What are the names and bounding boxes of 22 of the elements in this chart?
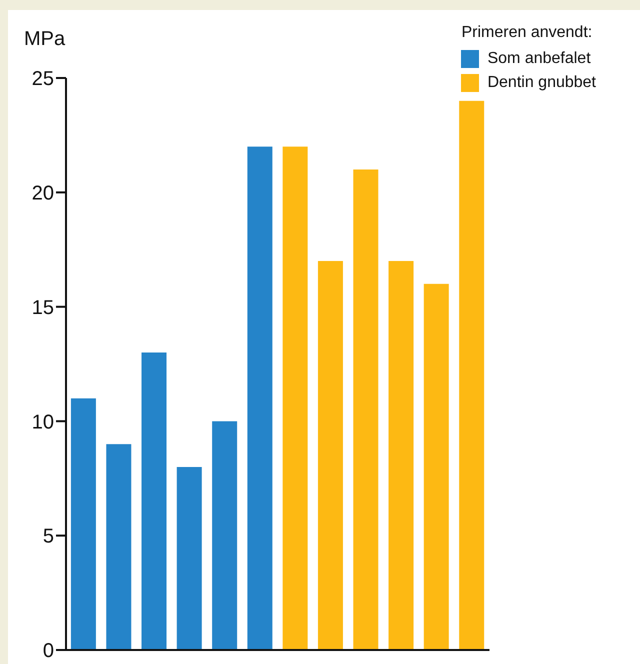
bar: [388, 261, 414, 650]
y-tick-label: 25: [32, 68, 54, 90]
y-tick-label: 0: [42, 640, 54, 662]
bar: [459, 100, 484, 650]
y-tick-label: 20: [32, 182, 54, 204]
bar: [176, 466, 202, 650]
legend-label: Som anbefalet: [487, 50, 591, 68]
bar: [353, 170, 378, 650]
legend-title: Primeren anvendt:: [461, 24, 594, 42]
bar: [247, 146, 272, 650]
y-tick-label: 5: [42, 526, 54, 548]
bar: [212, 421, 238, 650]
bar: [70, 398, 96, 650]
bar: [318, 261, 343, 650]
y-tick-label: 10: [32, 411, 54, 434]
bar: [424, 284, 449, 650]
y-axis-title: MPa: [24, 28, 66, 51]
legend-label: Dentin gnubbet: [487, 74, 596, 92]
y-tick-label: 15: [32, 296, 54, 319]
bar: [142, 352, 167, 650]
bar: [282, 146, 308, 650]
bar: [106, 444, 132, 650]
